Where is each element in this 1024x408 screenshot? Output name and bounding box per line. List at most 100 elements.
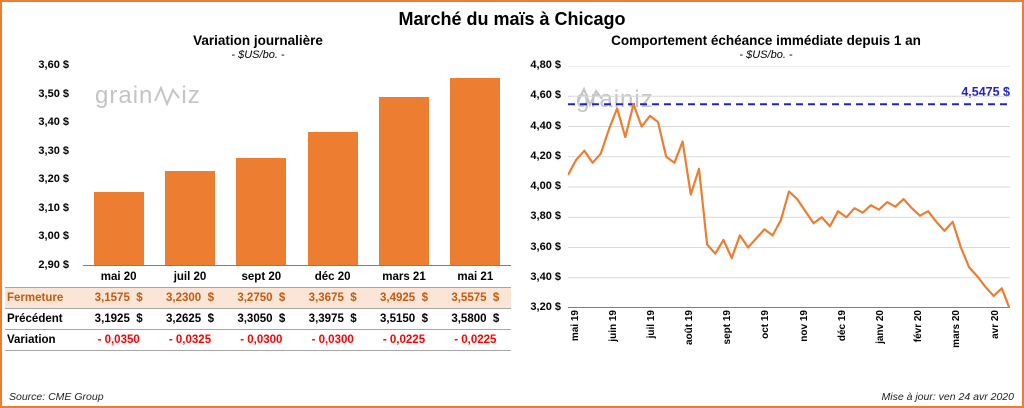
table-cell: 3,1575 $ [94,292,143,304]
panels: Variation journalière - $US/bo. - 3,60 $… [2,30,1022,366]
category-label: mai 20 [100,271,137,283]
line-chart-subtitle: - $US/bo. - [739,49,793,61]
x-tick-text: mai 19 [569,310,581,342]
x-tick-label: déc 19 [835,310,849,341]
table-row: Fermeture 3,1575 $ 3,2300 $ 3,2750 $ 3,3675 … [5,287,511,308]
updated-note: Mise à jour: ven 24 avr 2020 [881,391,1015,403]
table-cell: 3,4925 $ [380,292,428,304]
y-tick-label: 4,80 $ [530,59,561,71]
y-tick-label: 4,20 $ [530,149,561,162]
x-tick-label: janv 20 [873,310,887,344]
bar [450,78,501,265]
y-tick-label: 4,00 $ [530,180,561,192]
table-cell: 3,5150 $ [380,313,428,325]
table-cell: - 0,0325 [168,334,212,346]
y-tick-label: 3,50 $ [38,87,69,100]
y-tick-label: 3,20 $ [530,301,561,313]
bar-slot [440,66,511,265]
line-chart-x-axis: mai 19 juin 19 juil 19 août 19 sept 19 oct 19… [568,308,1010,366]
table-row: Précédent 3,1925 $ 3,2625 $ 3,3050 $ 3,3975 … [5,308,511,329]
x-tick-text: nov 19 [798,310,810,342]
bar-slot [297,66,368,265]
x-tick-text: juil 19 [645,310,657,339]
table-cell: - 0,0225 [454,334,497,346]
x-tick-text: août 19 [684,310,696,346]
x-tick-text: janv 20 [874,310,886,344]
x-tick-text: avr 20 [989,310,1001,339]
y-tick-label: 3,20 $ [38,173,69,186]
x-tick-text: déc 19 [836,310,848,342]
source-note: Source: CME Group [9,391,104,403]
category-label: sept 20 [241,271,282,283]
bar-chart-subtitle: - $US/bo. - [231,49,285,61]
y-tick-label: 4,40 $ [530,119,561,132]
line-chart-y-axis: 4,80 $ 4,60 $ 4,40 $ 4,20 $ 4,00 $ 3,80 $ 3,60… [514,59,568,313]
category-label: mars 21 [382,271,426,283]
daily-variation-panel: Variation journalière - $US/bo. - 3,60 $… [2,30,514,366]
x-tick-label: oct 19 [759,310,773,339]
bar [307,132,358,265]
bar-chart-plot-area: grain iz [83,66,511,266]
row-label: Fermeture [7,292,64,304]
line-chart-title: Comportement échéance immédiate depuis 1… [611,33,921,48]
x-tick-text: mars 20 [951,310,963,348]
x-tick-label: sept 19 [721,310,735,344]
one-year-behavior-panel: Comportement échéance immédiate depuis 1… [514,30,1018,366]
page-title: Marché du maïs à Chicago [398,9,626,29]
category-label: mai 21 [457,271,494,283]
reference-price-label: 4,5475 $ [961,85,1010,100]
table-cell: 3,3975 $ [308,313,357,325]
x-tick-text: févr 20 [913,310,925,343]
table-cell: - 0,0350 [97,334,140,346]
y-tick-label: 3,40 $ [38,116,69,129]
y-tick-label: 3,60 $ [530,240,561,253]
bar-chart-category-row: mai 20 juil 20 sept 20 déc 20 mars 21 mai 21 [5,266,511,287]
y-tick-label: 4,60 $ [530,89,561,102]
y-tick-label: 3,60 $ [38,59,69,71]
y-tick-label: 2,90 $ [38,259,69,271]
bar-slot [368,66,439,265]
bar [93,191,144,265]
x-tick-label: juin 19 [606,310,620,342]
x-tick-label: août 19 [683,310,697,345]
row-label: Variation [7,334,56,346]
table-cell: 3,2750 $ [237,292,286,304]
y-tick-label: 3,80 $ [530,210,561,223]
x-tick-label: juil 19 [644,310,658,338]
table-cell: 3,5575 $ [451,292,500,304]
x-tick-label: févr 20 [912,310,926,342]
x-tick-text: sept 19 [722,310,734,345]
bar [236,158,287,265]
bar-chart-title: Variation journalière [193,33,323,48]
category-label: juil 20 [173,271,207,283]
bar [165,171,215,265]
line-chart: 4,80 $ 4,60 $ 4,40 $ 4,20 $ 4,00 $ 3,80 $ 3,60… [514,59,1018,313]
table-cell: 3,2625 $ [166,313,214,325]
bar [379,96,429,265]
price-table: Fermeture 3,1575 $ 3,2300 $ 3,2750 $ 3,3675 … [5,287,511,351]
table-cell: 3,5800 $ [451,313,500,325]
line-chart-svg [568,66,1010,308]
y-tick-label: 3,10 $ [38,201,69,214]
category-spacer [5,271,83,283]
x-tick-text: oct 19 [760,310,772,339]
x-tick-label: nov 19 [797,310,811,342]
bar-slot [154,66,225,265]
x-tick-label: mai 19 [568,310,582,341]
table-cell: 3,3050 $ [237,313,286,325]
table-cell: - 0,0300 [311,334,354,346]
table-row: Variation - 0,0350 - 0,0325 - 0,0300 - 0,030… [5,329,511,351]
y-tick-label: 3,00 $ [38,230,69,243]
bar-chart-y-axis: 3,60 $ 3,50 $ 3,40 $ 3,30 $ 3,20 $ 3,10 $ 3,00… [5,59,83,271]
table-cell: 3,2300 $ [166,292,214,304]
x-tick-text: juin 19 [607,310,619,342]
row-label: Précédent [7,313,63,325]
bar-slot [226,66,297,265]
y-tick-label: 3,40 $ [530,270,561,283]
category-label: déc 20 [314,271,351,283]
table-cell: - 0,0225 [382,334,426,346]
price-line [568,103,1010,308]
table-cell: 3,3675 $ [308,292,357,304]
table-cell: - 0,0300 [240,334,283,346]
